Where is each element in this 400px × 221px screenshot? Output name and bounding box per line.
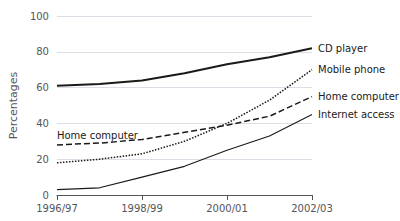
svg-text:Percentages: Percentages xyxy=(7,71,20,139)
svg-text:40: 40 xyxy=(36,118,49,129)
svg-text:1998/99: 1998/99 xyxy=(121,203,163,214)
svg-text:Home computer: Home computer xyxy=(318,91,400,102)
svg-text:100: 100 xyxy=(30,11,49,22)
svg-text:20: 20 xyxy=(36,154,49,165)
svg-text:2000/01: 2000/01 xyxy=(206,203,248,214)
svg-text:Internet access: Internet access xyxy=(318,109,395,120)
svg-text:Mobile phone: Mobile phone xyxy=(318,64,385,75)
svg-text:80: 80 xyxy=(36,46,49,57)
svg-text:60: 60 xyxy=(36,82,49,93)
svg-text:CD player: CD player xyxy=(318,43,368,54)
svg-text:Home computer: Home computer xyxy=(57,130,139,141)
svg-text:0: 0 xyxy=(43,190,49,201)
svg-text:2002/03: 2002/03 xyxy=(291,203,333,214)
svg-text:1996/97: 1996/97 xyxy=(36,203,78,214)
